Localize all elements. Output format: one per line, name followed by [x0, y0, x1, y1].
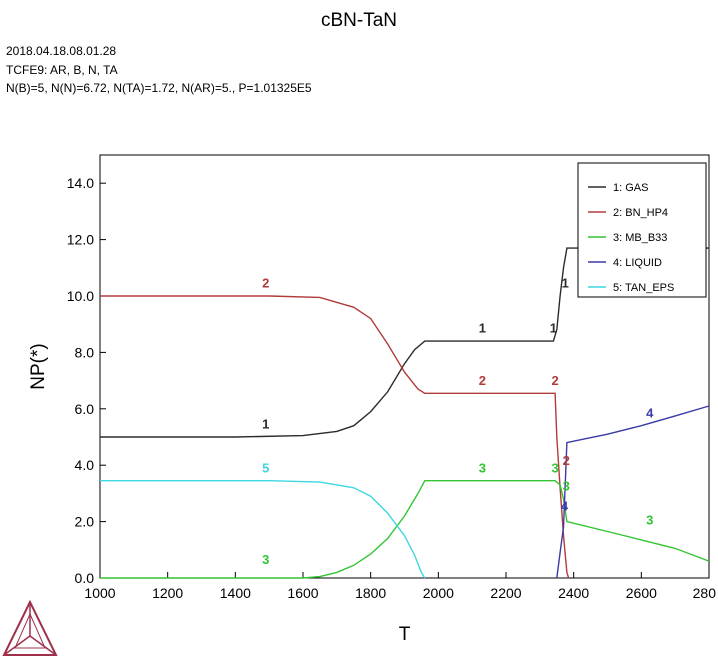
legend-entry-2: 2: BN_HP4	[613, 207, 668, 219]
y-axis-label: NP(*)	[28, 343, 49, 389]
y-tick-label: 8.0	[75, 344, 95, 360]
x-tick-label: 2200	[490, 585, 521, 601]
plot-frame	[99, 154, 710, 579]
x-tick-label: 2600	[626, 585, 657, 601]
thermo-calc-logo-icon	[2, 599, 58, 656]
axes-layer: 0.0 2.0 4.0 6.0 8.0 10.0 12.0 14.0 1000 1200 1400 1…	[28, 154, 717, 645]
series-line-4	[556, 405, 710, 579]
legend-entry-4: 4: LIQUID	[613, 257, 662, 269]
x-tick-label: 1200	[152, 585, 183, 601]
x-tick-label: 1800	[355, 585, 386, 601]
series-line-2	[100, 295, 570, 579]
curve-label: 2	[262, 276, 269, 291]
curve-label: 1	[262, 417, 269, 432]
curve-label: 2	[563, 453, 570, 468]
y-tick-label: 10.0	[67, 288, 94, 304]
legend-box	[577, 162, 707, 298]
database-text: TCFE9: AR, B, N, TA	[6, 63, 118, 77]
legend: 1: GAS 2: BN_HP4 3: MB_B33 4: LIQUID 5: TAN_…	[577, 162, 707, 298]
curve-label: 3	[479, 460, 486, 475]
curve-label: 2	[551, 373, 558, 388]
x-tick-label: 2000	[423, 585, 454, 601]
chart-title: cBN-TaN	[320, 10, 397, 31]
series-layer	[100, 247, 710, 579]
y-tick-label: 0.0	[75, 570, 95, 586]
logo-outer-triangle	[2, 599, 58, 656]
curve-label: 2	[479, 373, 486, 388]
curve-label: 4	[561, 498, 569, 513]
y-tick-label: 14.0	[67, 175, 94, 191]
curve-label: 4	[646, 405, 654, 420]
logo-inner-triangle	[14, 612, 46, 649]
series-line-5	[100, 480, 426, 579]
y-tick-label: 4.0	[75, 457, 95, 473]
logo-inner-line	[29, 635, 57, 656]
x-tick-label: 2400	[558, 585, 589, 601]
y-tick-label: 2.0	[75, 514, 95, 530]
legend-entry-5: 5: TAN_EPS	[613, 282, 674, 294]
y-tick-label: 6.0	[75, 401, 95, 417]
timestamp-text: 2018.04.18.08.01.28	[6, 44, 117, 58]
curve-label: 1	[562, 276, 569, 291]
x-tick-label: 1000	[84, 585, 115, 601]
series-line-3	[100, 480, 710, 579]
legend-entry-3: 3: MB_B33	[613, 232, 667, 244]
curve-label: 3	[551, 460, 558, 475]
curve-label: 1	[479, 321, 486, 336]
conditions-text: N(B)=5, N(N)=6.72, N(TA)=1.72, N(AR)=5.,…	[6, 81, 312, 95]
series-line-1	[100, 247, 709, 438]
curve-label: 1	[550, 321, 557, 336]
x-tick-label: 1400	[220, 585, 251, 601]
y-tick-label: 12.0	[67, 232, 94, 248]
x-tick-label: 280	[693, 585, 717, 601]
legend-entry-1: 1: GAS	[613, 182, 648, 194]
x-tick-label: 1600	[287, 585, 318, 601]
curve-label: 3	[563, 479, 570, 494]
curve-label: 3	[646, 512, 653, 527]
curve-label: 3	[262, 552, 269, 567]
curve-label: 5	[262, 460, 269, 475]
x-axis-label: T	[399, 624, 411, 645]
logo-inner-line	[3, 635, 31, 656]
